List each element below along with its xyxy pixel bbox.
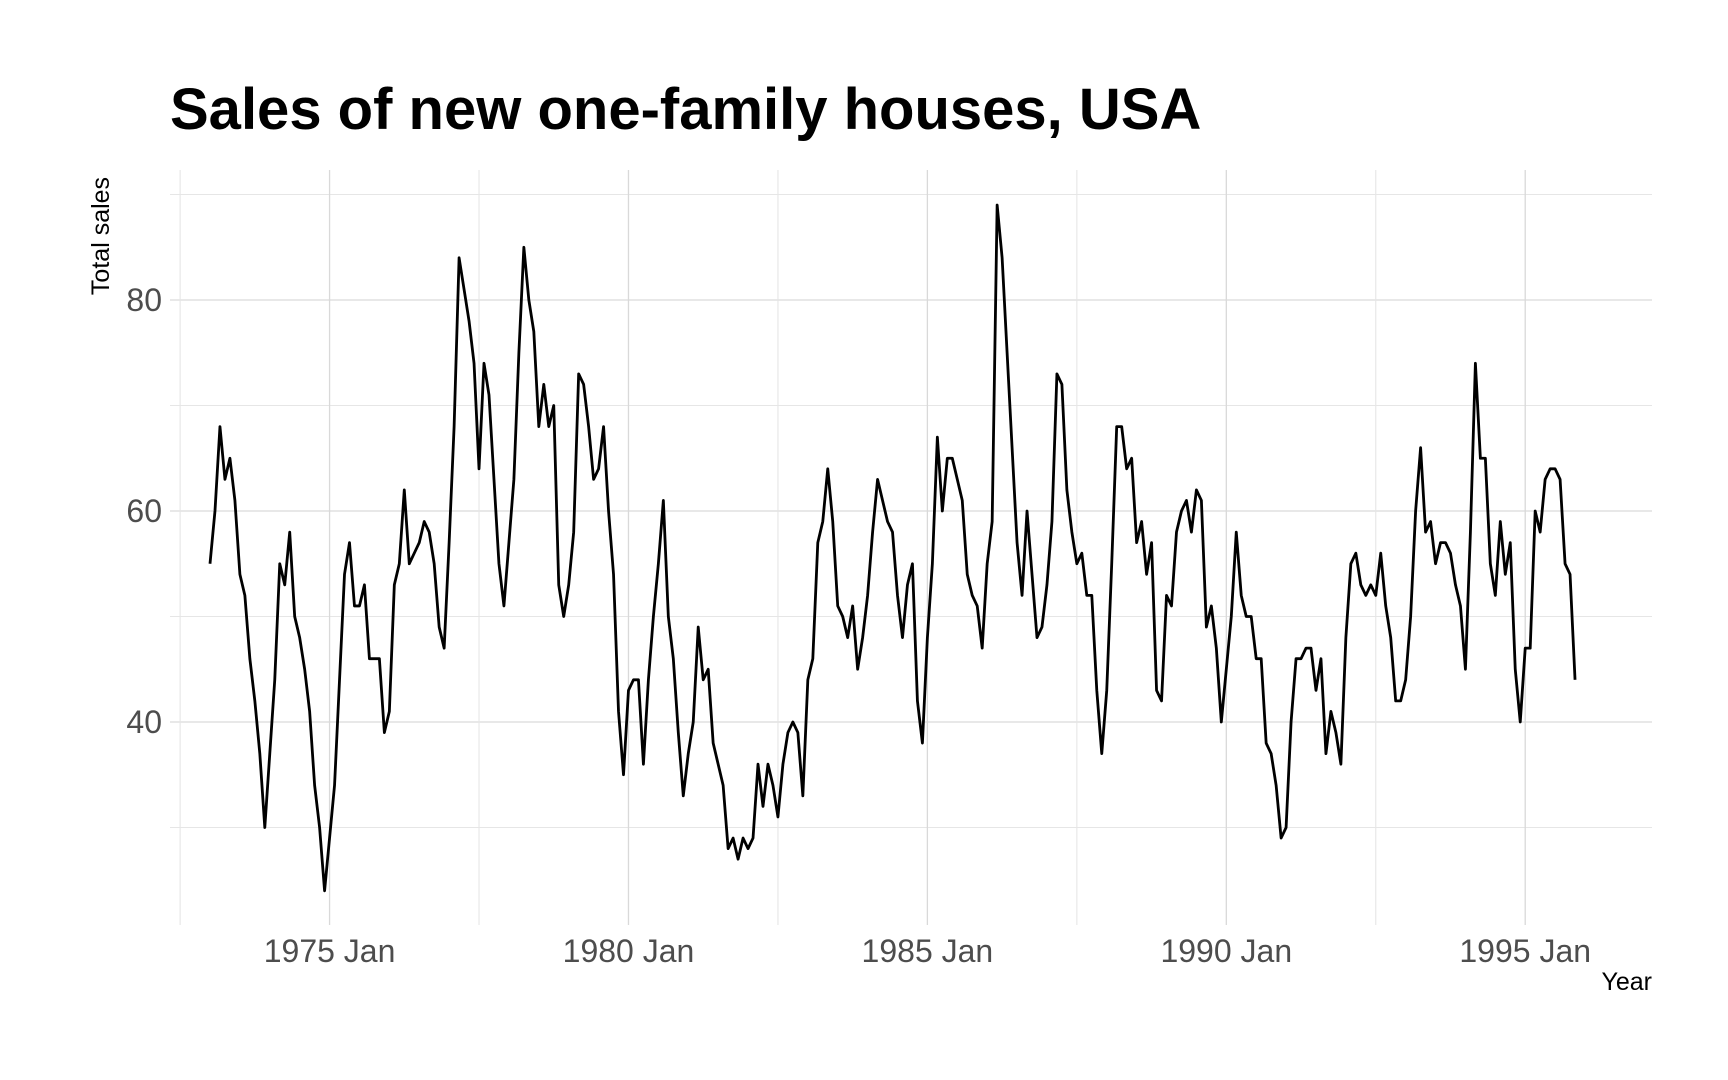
x-tick-label: 1990 Jan: [1160, 933, 1292, 969]
y-tick-label: 60: [126, 493, 162, 529]
x-axis-title: Year: [1601, 968, 1652, 996]
series-layer: [208, 203, 1577, 893]
x-tick-label: 1985 Jan: [862, 933, 994, 969]
y-axis-title: Total sales: [87, 177, 115, 295]
y-tick-label: 80: [126, 282, 162, 318]
x-tick-label: 1995 Jan: [1459, 933, 1591, 969]
y-tick-label: 40: [126, 704, 162, 740]
series-line: [208, 203, 1577, 893]
x-tick-label: 1980 Jan: [563, 933, 695, 969]
grid-layer: [170, 170, 1652, 925]
tick-layer: 40 60 80 1975 Jan 1980 Jan 1985 Jan 1990 Jan 19…: [126, 282, 1591, 969]
x-tick-label: 1975 Jan: [264, 933, 396, 969]
chart-title: Sales of new one-family houses, USA: [170, 77, 1202, 142]
